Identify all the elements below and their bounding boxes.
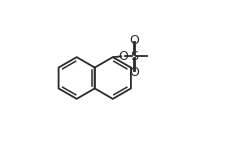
Text: O: O	[128, 66, 138, 79]
Text: O: O	[117, 50, 127, 63]
Text: O: O	[128, 34, 138, 47]
Text: S: S	[129, 50, 137, 63]
